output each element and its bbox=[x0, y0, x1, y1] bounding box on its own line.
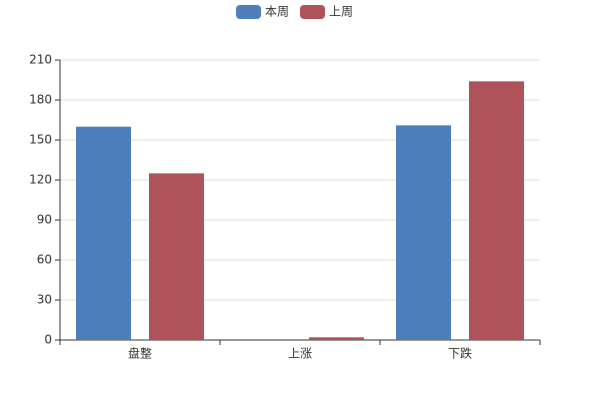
y-tick-label: 210 bbox=[29, 53, 52, 67]
y-tick-label: 120 bbox=[29, 173, 52, 187]
y-tick-label: 150 bbox=[29, 133, 52, 147]
bar bbox=[396, 125, 451, 340]
y-tick-label: 60 bbox=[37, 253, 52, 267]
legend-label[interactable]: 本周 bbox=[265, 5, 289, 19]
bar bbox=[76, 126, 131, 341]
y-tick-label: 0 bbox=[44, 333, 52, 347]
bar bbox=[149, 173, 204, 340]
x-tick-label: 下跌 bbox=[448, 346, 472, 361]
y-tick-label: 30 bbox=[37, 293, 52, 307]
bar bbox=[469, 81, 524, 340]
legend-swatch[interactable] bbox=[300, 5, 325, 19]
y-tick-label: 180 bbox=[29, 93, 52, 107]
bar bbox=[309, 337, 364, 340]
x-tick-label: 盘整 bbox=[128, 346, 152, 361]
legend-label[interactable]: 上周 bbox=[329, 5, 353, 19]
x-tick-label: 上涨 bbox=[288, 346, 312, 361]
legend-swatch[interactable] bbox=[236, 5, 261, 19]
y-tick-label: 90 bbox=[37, 213, 52, 227]
